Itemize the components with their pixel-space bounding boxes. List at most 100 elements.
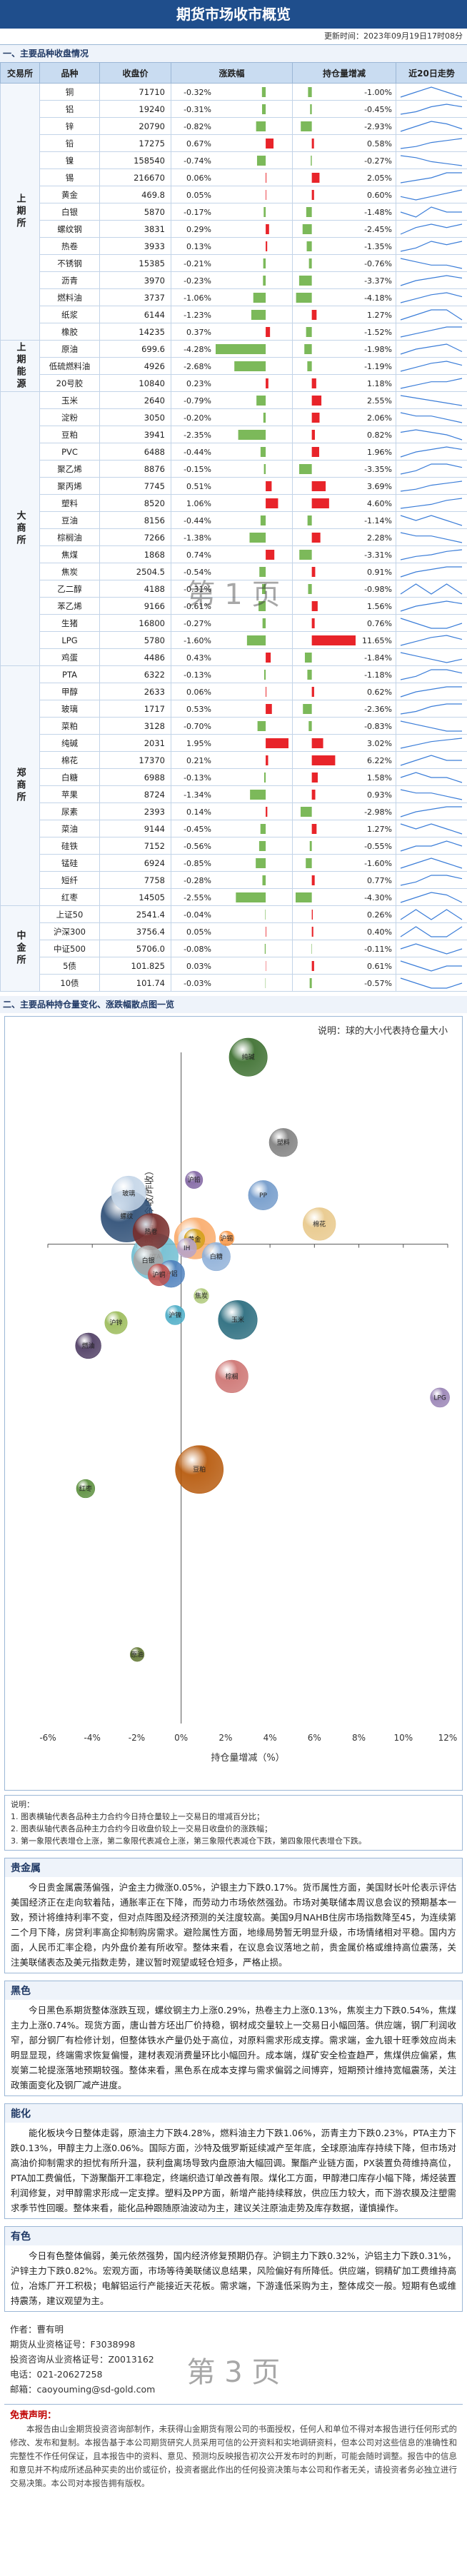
change-label: -0.13% (184, 773, 211, 783)
oi-bar (308, 583, 312, 594)
oi-bar (311, 686, 314, 697)
change-label: -2.55% (184, 893, 211, 902)
oi-label: 1.18% (367, 379, 392, 388)
product-name: 低硫燃料油 (39, 357, 100, 375)
product-name: 白银 (39, 203, 100, 221)
change-cell: -0.54% (171, 563, 293, 580)
oi-label: 0.40% (367, 927, 392, 937)
oi-bar (306, 857, 312, 868)
trend-sparkline (400, 805, 462, 817)
oi-bar (311, 412, 320, 423)
table-row: 螺纹钢 3831 0.29% -2.45% (1, 220, 467, 238)
change-bar-chart: -0.32% (184, 86, 266, 97)
product-name: 红枣 (39, 888, 100, 906)
change-bar-chart: -0.54% (184, 566, 266, 577)
oi-label: 3.69% (367, 482, 392, 491)
change-cell: -0.85% (171, 854, 293, 872)
change-bar (236, 892, 266, 902)
change-bar-chart: -0.08% (184, 943, 266, 954)
oi-bar (311, 943, 312, 954)
trend-cell (396, 648, 467, 666)
x-axis-label: 持仓量增减（%） (211, 1753, 284, 1764)
oi-bar (311, 635, 356, 645)
oi-bar (299, 463, 312, 474)
change-bar-chart: -0.13% (184, 669, 266, 680)
x-tick-label: 6% (308, 1733, 321, 1743)
oi-label: 0.93% (367, 790, 392, 800)
bubble (176, 1238, 197, 1258)
trend-cell (396, 134, 467, 152)
table-row: 中金所 上证50 2541.4 -0.04% 0.26% (0, 905, 467, 992)
oi-label: 0.58% (367, 139, 392, 149)
change-bar (260, 823, 266, 834)
oi-label: -1.48% (364, 208, 392, 217)
change-cell: -2.55% (171, 888, 293, 906)
oi-bar-chart: -1.98% (304, 343, 392, 354)
trend-sparkline (400, 377, 463, 389)
change-cell: 0.51% (171, 477, 293, 495)
change-label: 0.05% (186, 191, 211, 200)
bubble-label: 沪锌 (110, 1319, 123, 1327)
product-name: 上证50 (39, 905, 100, 923)
close-price: 699.6 (99, 340, 171, 358)
close-price: 2541.4 (99, 905, 171, 923)
trend-line (400, 326, 462, 338)
trend-sparkline (400, 685, 462, 698)
table-row: 纸浆 6144 -1.23% 1.27% (1, 306, 467, 323)
table-row: 塑料 8520 1.06% 4.60% (1, 494, 467, 512)
product-name: 焦炭 (39, 563, 100, 580)
trend-cell (396, 785, 467, 803)
change-bar-chart: -0.03% (184, 977, 266, 988)
report: 有色 今日有色整体偏弱，美元依然强势，国内经济修复预期仍存。沪铜主力下跌0.32… (4, 2226, 463, 2312)
change-cell: -0.44% (171, 511, 293, 529)
report: 贵金属 今日贵金属震荡偏强，沪金主力微涨0.05%，沪银主力下跌0.17%。货币… (4, 1858, 463, 1973)
product-name: 黄金 (39, 186, 100, 203)
change-bar-chart: -0.21% (184, 258, 266, 268)
bubble (148, 1264, 171, 1287)
table-row: 焦炭 2504.5 -0.54% 0.91% (1, 563, 467, 580)
column-header: 持仓量增减 (292, 62, 396, 84)
oi-label: 0.60% (367, 191, 392, 200)
change-label: 0.05% (186, 927, 211, 937)
product-name: 鸡蛋 (39, 648, 100, 666)
oi-bar-chart: 0.76% (311, 618, 392, 628)
oi-bar-chart: -2.98% (300, 806, 392, 817)
oi-bar (311, 755, 336, 765)
close-price: 101.825 (99, 957, 171, 975)
change-cell: -0.13% (171, 768, 293, 786)
oi-bar (298, 275, 312, 286)
oi-bar-chart: 2.28% (311, 532, 392, 543)
change-label: 0.13% (186, 242, 211, 251)
author-line: 期货从业资格证号：F3038998 (10, 2339, 136, 2350)
trend-line (400, 86, 463, 98)
oi-cell: 0.91% (292, 563, 396, 580)
oi-label: 1.58% (367, 773, 392, 783)
oi-bar (306, 241, 312, 251)
oi-bar (311, 378, 316, 388)
product-name: 棉花 (39, 751, 100, 769)
change-bar (266, 549, 275, 560)
trend-line (400, 171, 462, 183)
trend-sparkline (400, 428, 463, 441)
change-bar-chart: -0.13% (184, 772, 266, 783)
note: 2. 图表纵轴代表各品种主力合约今日收盘价较上一交易日收盘价的涨跌幅； (11, 1824, 272, 1833)
change-label: -0.44% (184, 516, 211, 525)
table-row: 白银 5870 -0.17% -1.48% (1, 203, 467, 221)
oi-bar (311, 309, 317, 320)
table-row: 红枣 14505 -2.55% -4.30% (1, 888, 467, 906)
trend-line (400, 394, 463, 406)
change-bar (216, 343, 266, 354)
trend-cell (396, 511, 467, 529)
table-row: 燃料油 3737 -1.06% -4.18% (1, 288, 467, 306)
bubble-label: 塑料 (277, 1138, 290, 1147)
close-price: 71710 (99, 83, 171, 101)
oi-bar-chart: -1.00% (308, 86, 392, 97)
oi-bar-chart: -0.83% (308, 720, 392, 731)
oi-bar (307, 515, 312, 525)
oi-label: 2.28% (367, 533, 392, 543)
trend-sparkline (400, 857, 463, 869)
trend-line (400, 685, 462, 698)
change-bar (246, 635, 266, 645)
oi-label: -2.45% (364, 225, 392, 234)
product-name: 菜油 (39, 820, 100, 837)
